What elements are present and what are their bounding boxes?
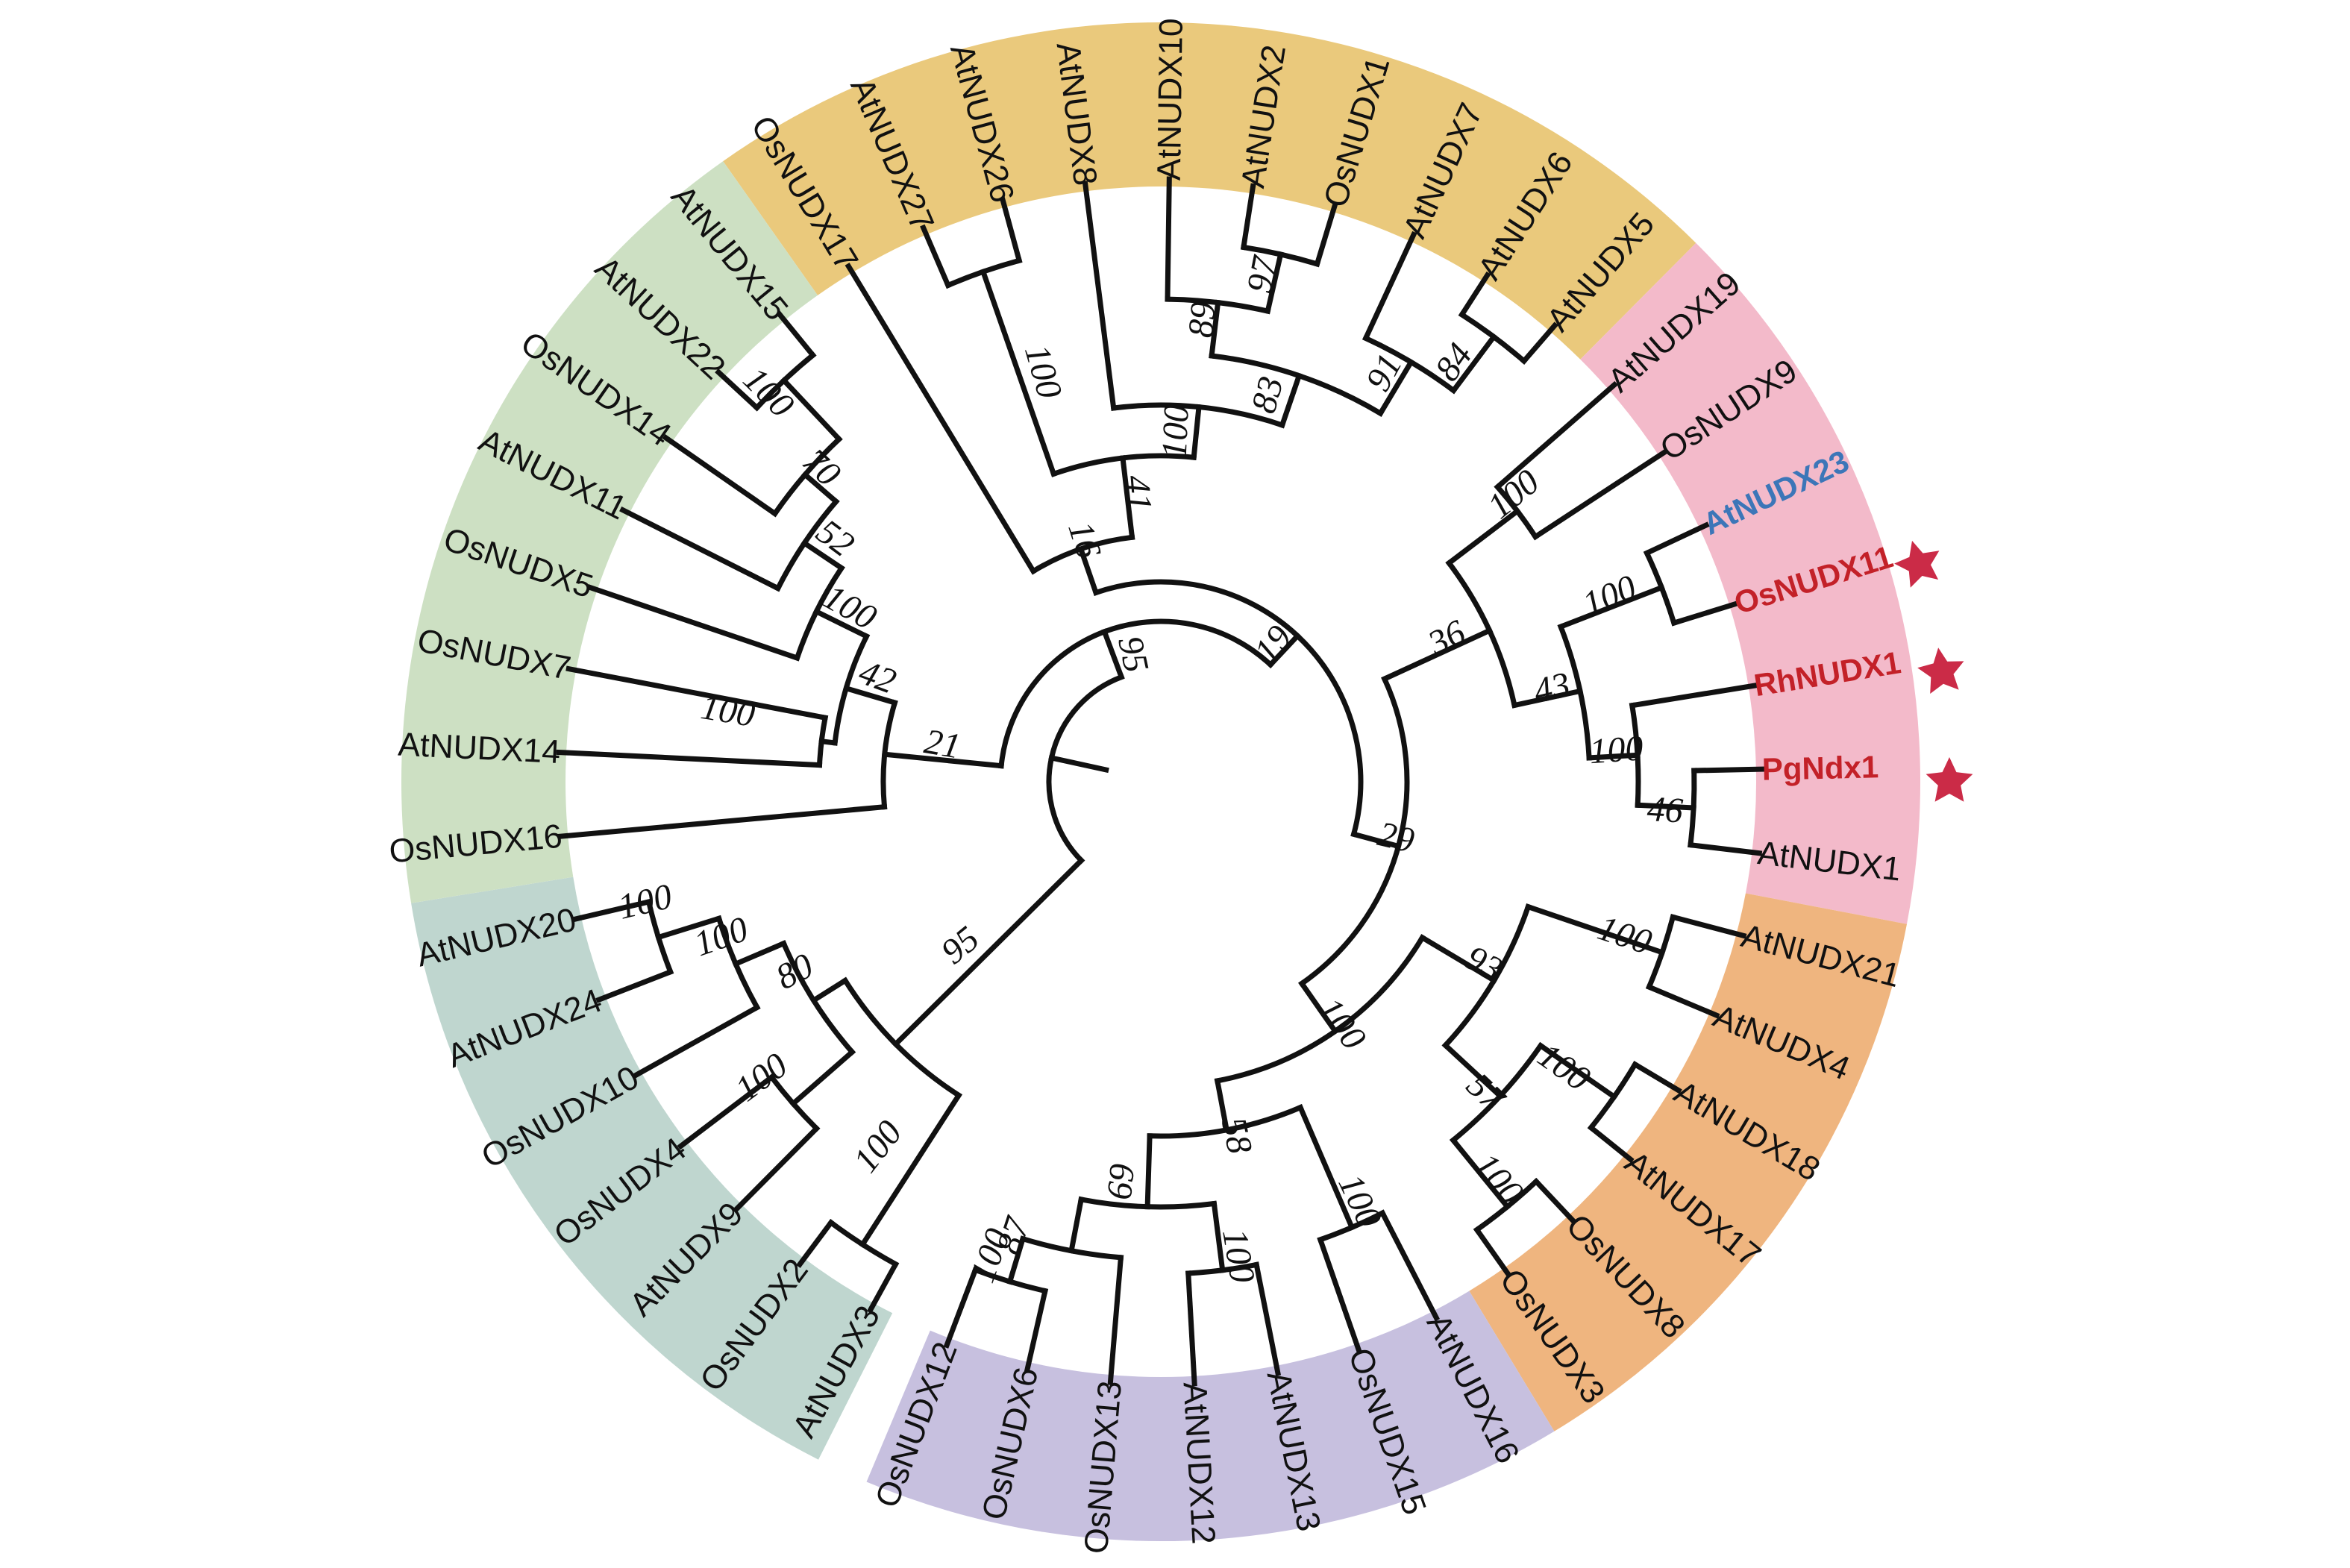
svg-text:58: 58 bbox=[1214, 1114, 1260, 1157]
svg-text:21: 21 bbox=[921, 721, 963, 766]
svg-text:69: 69 bbox=[1100, 1162, 1143, 1202]
svg-text:95: 95 bbox=[1110, 633, 1156, 676]
svg-text:41: 41 bbox=[1117, 474, 1159, 512]
svg-text:29: 29 bbox=[1374, 814, 1418, 861]
svg-text:PgNdx1: PgNdx1 bbox=[1761, 749, 1879, 786]
svg-text:AtNUDX10: AtNUDX10 bbox=[1151, 18, 1190, 181]
svg-text:AtNUDX14: AtNUDX14 bbox=[397, 726, 561, 771]
svg-text:100: 100 bbox=[1588, 728, 1645, 771]
svg-text:89: 89 bbox=[1181, 300, 1223, 339]
svg-text:100: 100 bbox=[1215, 1226, 1262, 1286]
svg-text:AtNUDX12: AtNUDX12 bbox=[1176, 1381, 1222, 1545]
svg-text:100: 100 bbox=[698, 687, 758, 735]
svg-text:100: 100 bbox=[1155, 404, 1197, 459]
svg-text:46: 46 bbox=[1646, 789, 1684, 831]
